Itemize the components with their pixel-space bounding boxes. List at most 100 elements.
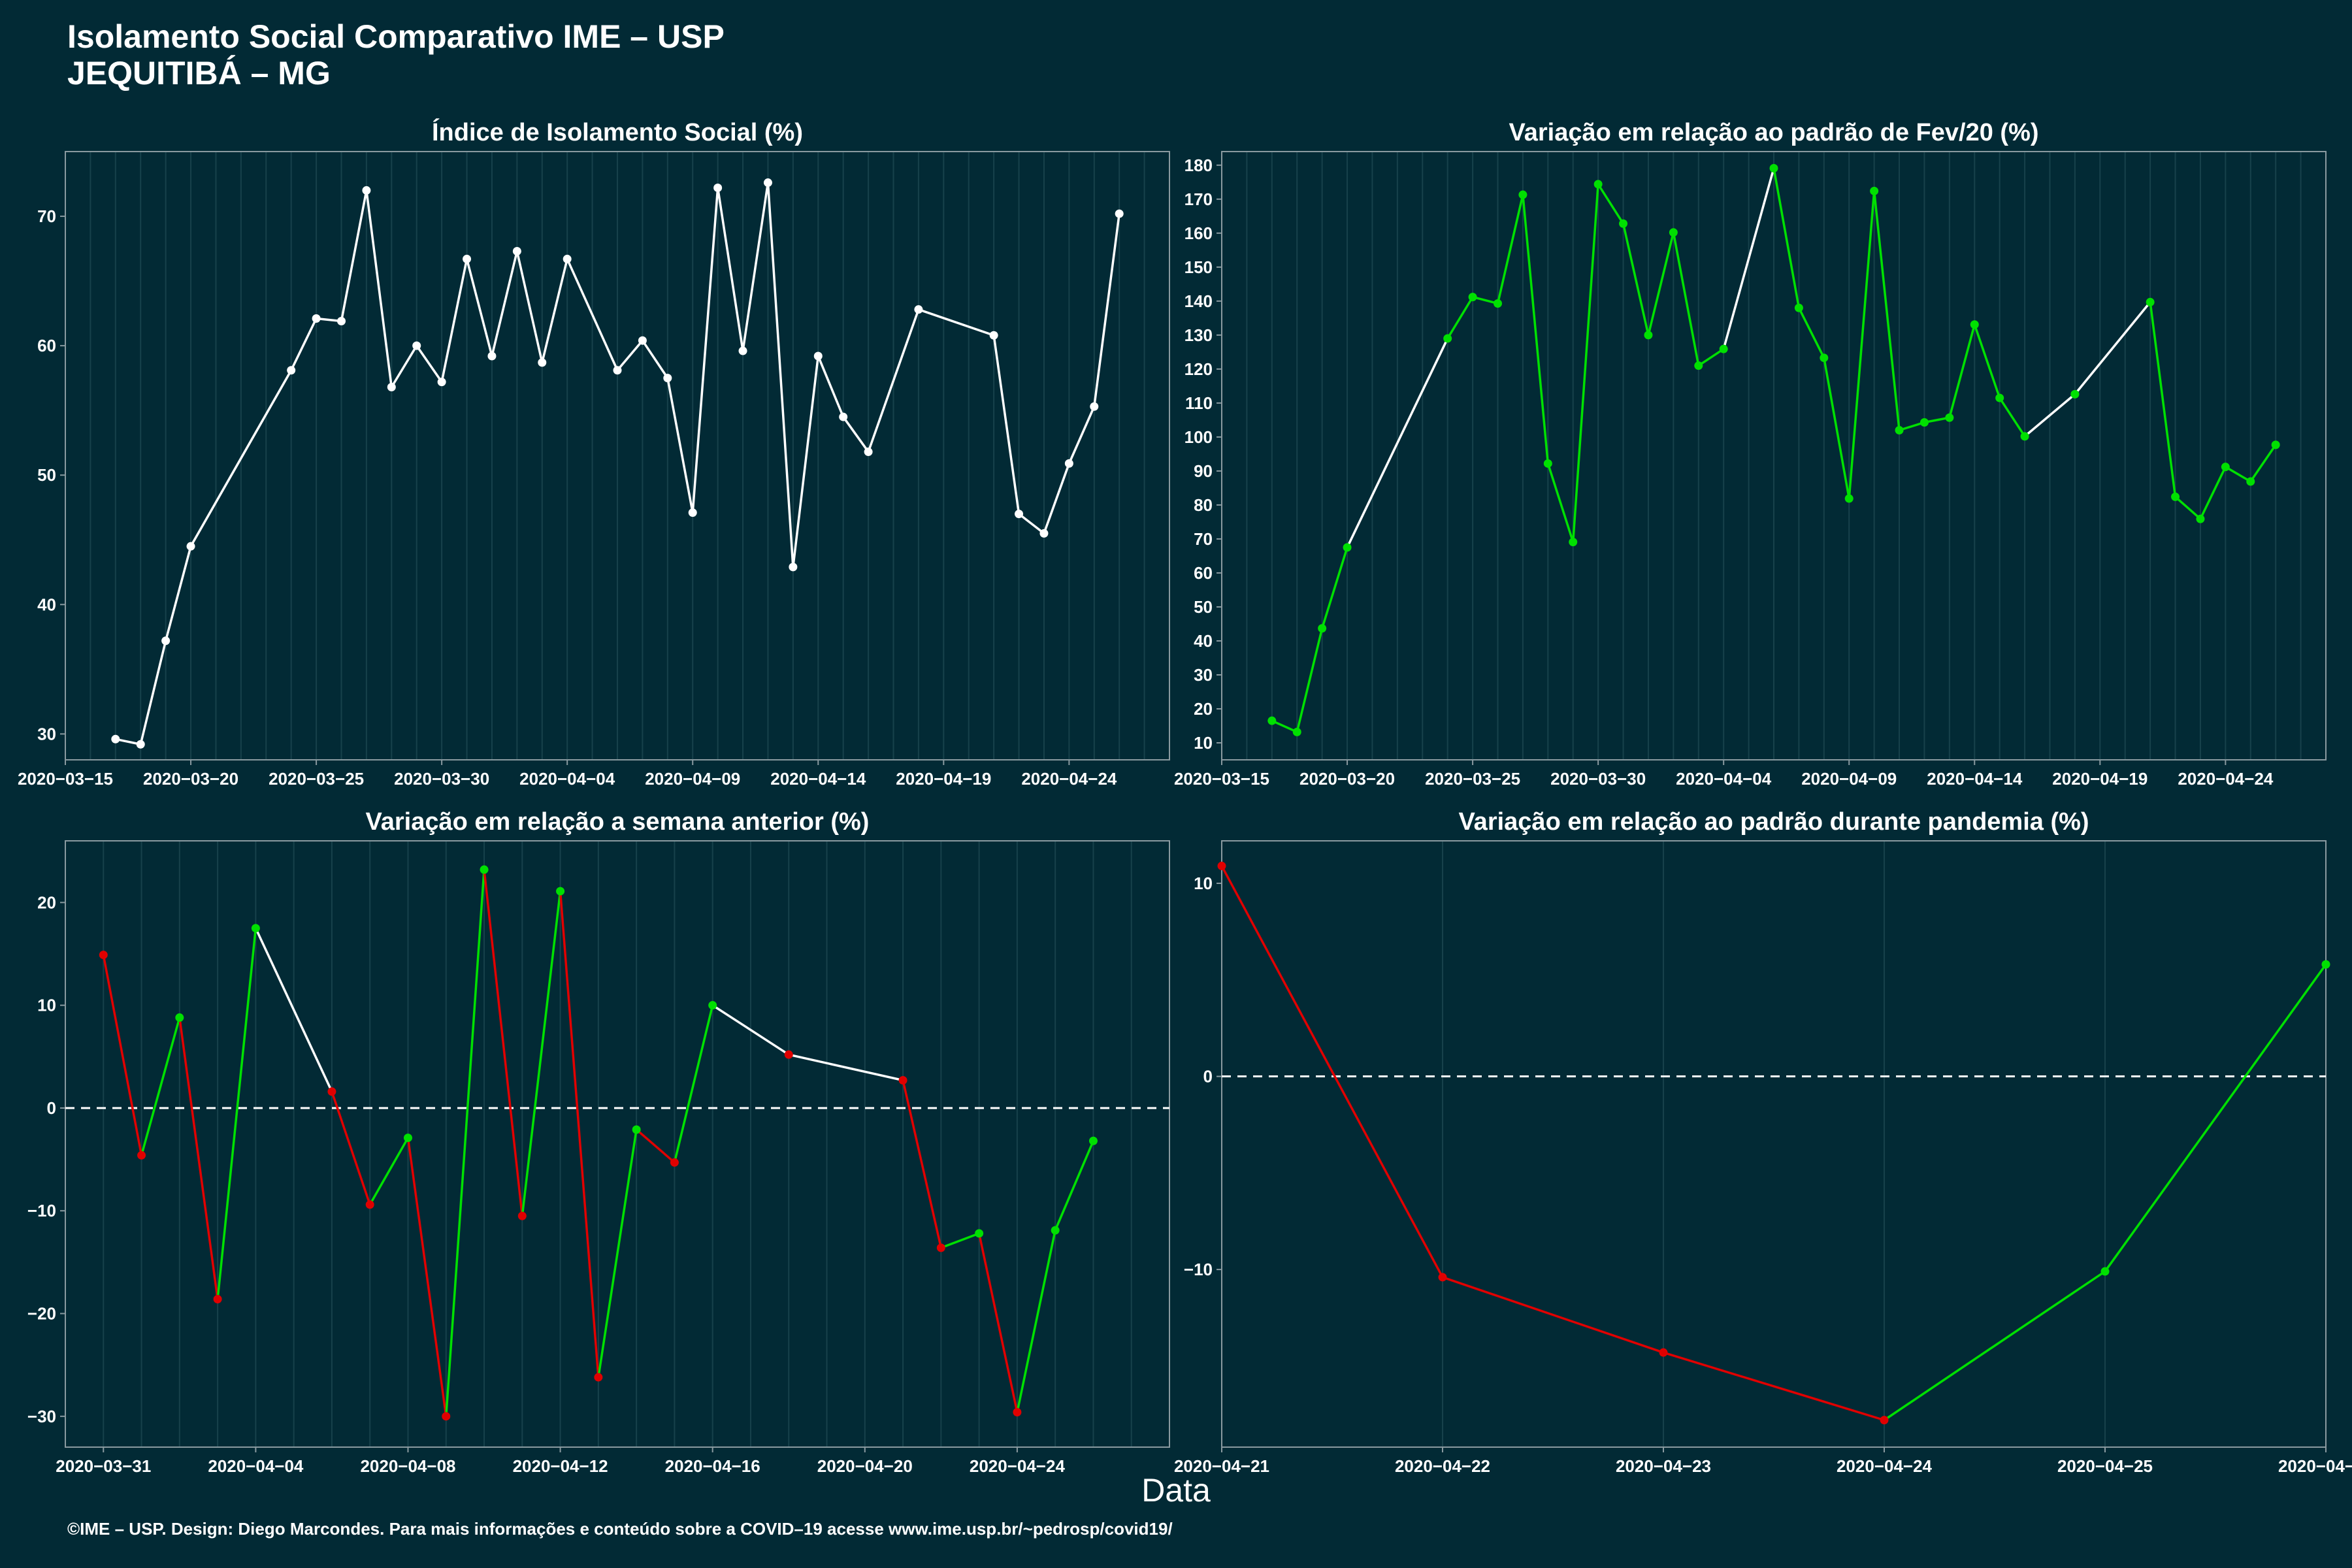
series-segment (673, 1004, 714, 1164)
y-tick-label: −10 (27, 1201, 56, 1220)
series-segment (2199, 465, 2227, 520)
series-segment (1672, 231, 1700, 367)
data-point (1844, 494, 1854, 503)
y-tick-label: −10 (1184, 1260, 1213, 1279)
data-point (763, 178, 772, 188)
data-point (563, 254, 572, 263)
data-point (186, 542, 195, 551)
y-tick-label: 20 (1194, 699, 1213, 719)
series-segment (254, 926, 333, 1093)
y-tick-label: 0 (1203, 1067, 1213, 1086)
data-point (1794, 303, 1803, 312)
series-segment (521, 890, 562, 1217)
data-point (663, 374, 672, 383)
x-tick-label: 2020−04−04 (519, 769, 615, 789)
data-point (2020, 432, 2029, 441)
series-segment (1823, 356, 1850, 500)
y-tick-label: 30 (1194, 665, 1213, 685)
x-tick-label: 2020−04−20 (817, 1456, 913, 1476)
data-point (1719, 344, 1728, 353)
y-tick-label: 60 (37, 336, 56, 355)
x-tick-label: 2020−04−09 (1801, 769, 1897, 789)
data-point (1694, 361, 1703, 370)
x-tick-label: 2020−04−04 (1676, 769, 1772, 789)
data-point (613, 366, 622, 375)
data-point (1619, 219, 1628, 228)
x-tick-label: 2020−04−25 (2057, 1456, 2153, 1476)
data-point (713, 183, 723, 192)
data-point (1880, 1416, 1889, 1425)
data-point (638, 336, 647, 345)
data-point (1494, 299, 1502, 308)
data-point (365, 1200, 374, 1209)
series-segment (1571, 183, 1599, 544)
data-point (1015, 510, 1024, 519)
data-point (1292, 727, 1301, 736)
chart-title: Variação em relação ao padrão durante pa… (1458, 808, 2089, 836)
axis-frame (1221, 840, 2327, 1448)
data-point (784, 1050, 793, 1059)
series-segment (1016, 1229, 1056, 1414)
series-segment (406, 1136, 448, 1418)
x-tick-label: 2020−04−12 (513, 1456, 608, 1476)
data-point (2100, 1267, 2110, 1276)
panel-feb-variation: Variação em relação ao padrão de Fev/20 … (1174, 119, 2327, 789)
series-segment (1998, 397, 2026, 438)
data-point (738, 346, 747, 355)
series-segment (559, 890, 600, 1379)
y-tick-label: 10 (1194, 733, 1213, 753)
data-point (1870, 186, 1879, 195)
series-segment (635, 1128, 676, 1164)
series-segment (140, 1016, 181, 1157)
data-point (1438, 1273, 1447, 1282)
data-point (594, 1373, 603, 1382)
series-segment (977, 1232, 1019, 1414)
y-tick-label: 40 (37, 595, 56, 614)
series-segment (1883, 1270, 2106, 1422)
data-point (989, 331, 998, 340)
data-point (1115, 209, 1124, 218)
data-point (1945, 413, 1954, 422)
data-point (403, 1134, 412, 1143)
data-point (487, 351, 497, 361)
plot-area (1222, 841, 2326, 1447)
series-segment (1772, 167, 1801, 310)
footer-credit: ©IME – USP. Design: Diego Marcondes. Par… (67, 1519, 1173, 1539)
data-point (936, 1243, 945, 1252)
y-tick-label: 120 (1184, 359, 1213, 379)
data-point (137, 1151, 146, 1160)
x-tick-label: 2020−03−15 (1174, 769, 1269, 789)
data-point (1064, 459, 1073, 468)
data-point (437, 378, 446, 387)
data-point (161, 636, 171, 645)
x-tick-label: 2020−04−26 (2278, 1456, 2352, 1476)
data-point (789, 563, 798, 572)
series-segment (445, 868, 485, 1418)
series-segment (902, 1079, 943, 1249)
series-segment (1441, 1276, 1665, 1354)
data-point (538, 358, 547, 367)
x-tick-label: 2020−04−21 (1174, 1456, 1269, 1476)
y-tick-label: 140 (1184, 291, 1213, 311)
series-segment (1546, 462, 1575, 544)
y-tick-label: 50 (1194, 597, 1213, 617)
series-segment (1622, 222, 1650, 336)
series-segment (787, 1053, 904, 1082)
x-tick-label: 2020−04−14 (1927, 769, 2023, 789)
series-segment (1923, 416, 1951, 424)
series-segment (2023, 393, 2076, 438)
data-point (480, 865, 489, 874)
series-segment (939, 1232, 981, 1249)
x-tick-label: 2020−03−20 (1299, 769, 1395, 789)
data-point (1659, 1348, 1668, 1357)
page-header: Isolamento Social Comparativo IME – USP … (67, 18, 725, 91)
y-tick-label: 0 (47, 1098, 56, 1118)
panel-isolation-index: Índice de Isolamento Social (%) 30 40 50 60 7… (18, 118, 1170, 789)
data-point (512, 247, 521, 256)
series-segment (2149, 301, 2177, 498)
data-point (517, 1211, 527, 1220)
x-tick-label: 2020−04−24 (970, 1456, 1066, 1476)
series-segment (1496, 193, 1524, 305)
data-point (251, 924, 260, 933)
